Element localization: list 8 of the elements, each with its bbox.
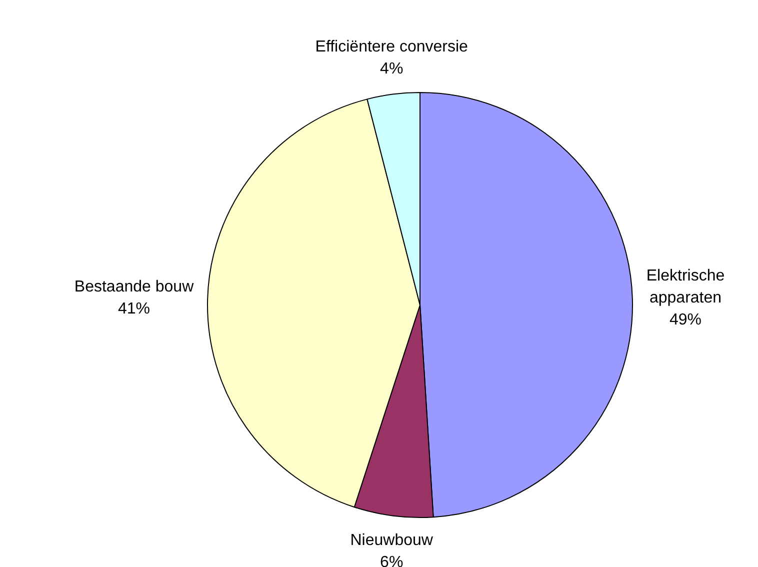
data-label: 6%: [380, 554, 404, 567]
slice-label: Nieuwbouw: [350, 532, 434, 550]
slice-label: Bestaande bouw: [74, 278, 194, 296]
data-label: 49%: [670, 311, 702, 328]
slice-label: Elektrische apparaten: [646, 267, 725, 306]
data-label: 4%: [380, 60, 404, 78]
data-label: 41%: [118, 300, 150, 318]
slice-label: Efficiëntere conversie: [315, 38, 468, 56]
